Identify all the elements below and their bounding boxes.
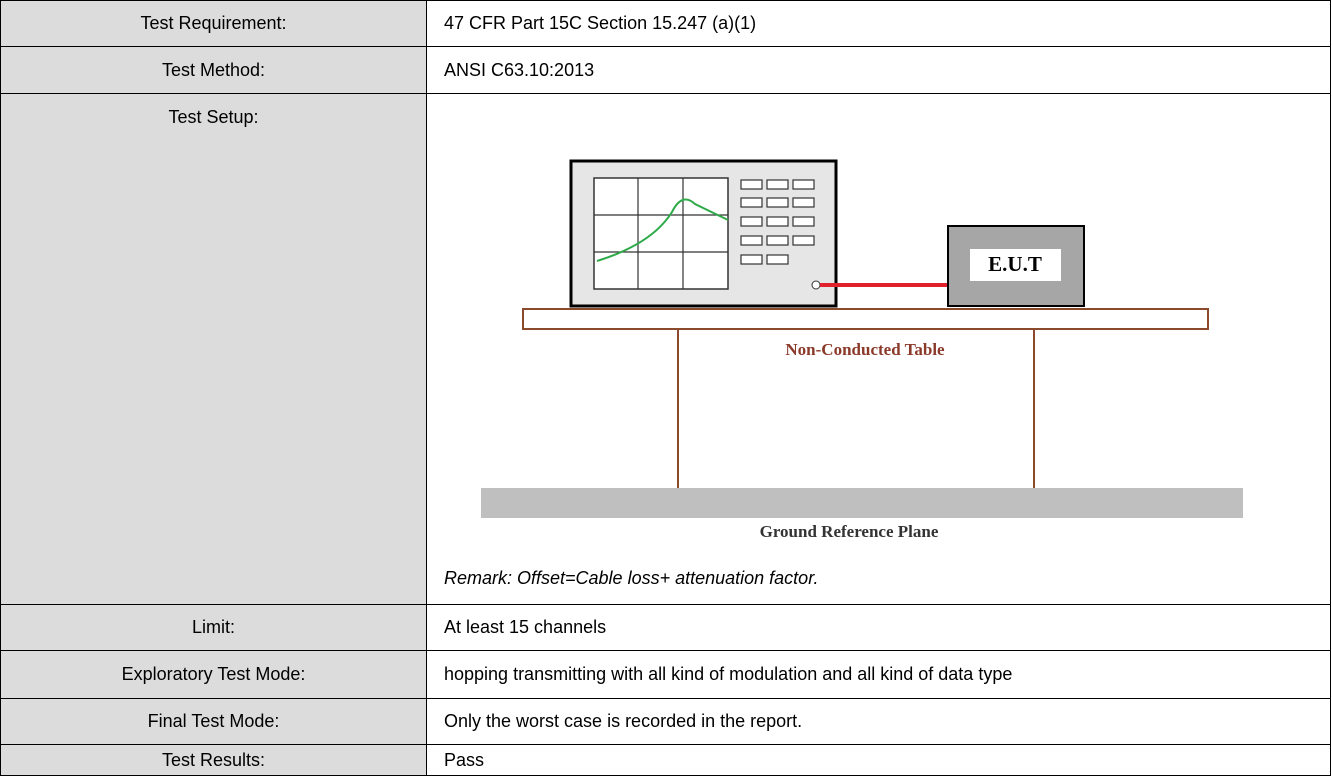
row-value: At least 15 channels bbox=[426, 604, 1331, 651]
table-top bbox=[522, 308, 1209, 330]
connector bbox=[811, 280, 821, 290]
eut-label: E.U.T bbox=[988, 252, 1042, 276]
row-label: Test Requirement: bbox=[0, 0, 427, 47]
row-label: Limit: bbox=[0, 604, 427, 651]
analyzer-screen bbox=[593, 177, 729, 290]
ground-label: Ground Reference Plane bbox=[760, 522, 939, 541]
remark: Remark: Offset=Cable loss+ attenuation f… bbox=[444, 568, 819, 588]
row-label: Test Results: bbox=[0, 744, 427, 776]
table-label: Non-Conducted Table bbox=[785, 340, 945, 359]
screen-grid bbox=[594, 178, 728, 289]
row-value: ANSI C63.10:2013 bbox=[426, 46, 1331, 94]
row-value: hopping transmitting with all kind of mo… bbox=[426, 650, 1331, 699]
row-label: Exploratory Test Mode: bbox=[0, 650, 427, 699]
ground-plane bbox=[481, 488, 1243, 518]
row-label: Test Method: bbox=[0, 46, 427, 94]
analyzer-buttons bbox=[740, 179, 815, 265]
eut-plate bbox=[970, 249, 1061, 281]
setup-diagram: Spectrum Analyzer E.U.T Non bbox=[481, 156, 1243, 541]
spectrum-curve bbox=[596, 198, 729, 262]
row-value: Pass bbox=[426, 744, 1331, 776]
row-label: Test Setup: bbox=[0, 93, 427, 605]
row-value: 47 CFR Part 15C Section 15.247 (a)(1) bbox=[426, 0, 1331, 47]
row-label: Final Test Mode: bbox=[0, 698, 427, 745]
row-value: Only the worst case is recorded in the r… bbox=[426, 698, 1331, 745]
setup-cell: Spectrum Analyzer E.U.T Non bbox=[426, 93, 1331, 605]
